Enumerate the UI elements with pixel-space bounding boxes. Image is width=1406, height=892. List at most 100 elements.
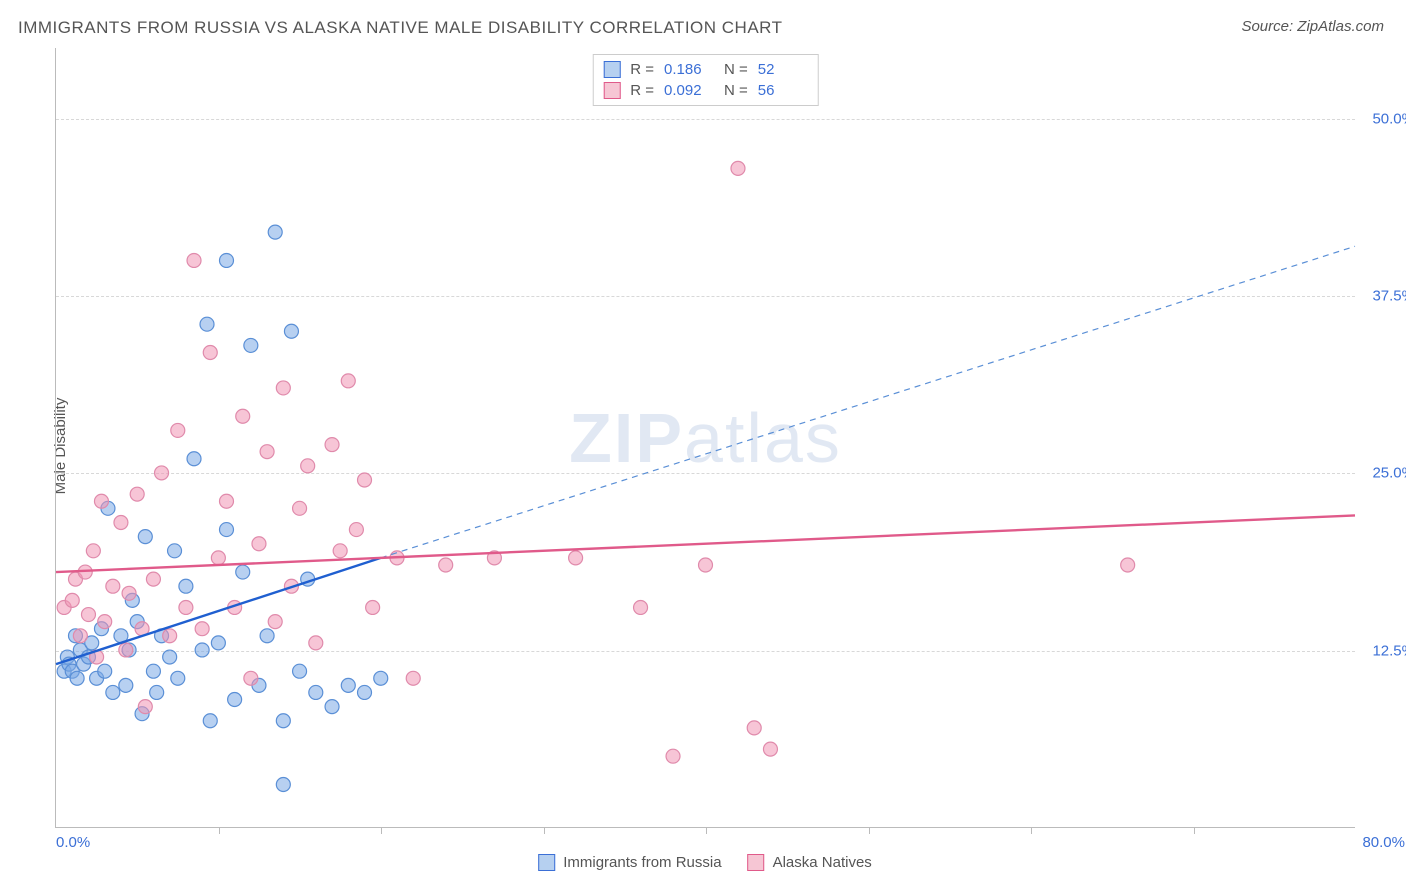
scatter-point bbox=[309, 685, 323, 699]
correlation-legend-row: R =0.186N =52 bbox=[603, 59, 808, 80]
scatter-point bbox=[406, 671, 420, 685]
legend-swatch bbox=[603, 61, 620, 78]
legend-swatch bbox=[748, 854, 765, 871]
x-tick bbox=[381, 827, 382, 834]
scatter-point bbox=[366, 600, 380, 614]
scatter-point bbox=[138, 700, 152, 714]
trend-line-extension bbox=[381, 246, 1355, 558]
scatter-point bbox=[130, 487, 144, 501]
scatter-point bbox=[228, 693, 242, 707]
r-label: R = bbox=[630, 61, 654, 78]
scatter-point bbox=[86, 544, 100, 558]
scatter-point bbox=[122, 586, 136, 600]
scatter-point bbox=[179, 579, 193, 593]
scatter-point bbox=[747, 721, 761, 735]
scatter-point bbox=[341, 374, 355, 388]
scatter-point bbox=[65, 593, 79, 607]
scatter-point bbox=[187, 452, 201, 466]
scatter-point bbox=[439, 558, 453, 572]
r-value: 0.186 bbox=[664, 61, 714, 78]
n-label: N = bbox=[724, 82, 748, 99]
series-legend-item: Immigrants from Russia bbox=[538, 854, 721, 871]
scatter-point bbox=[211, 636, 225, 650]
scatter-point bbox=[333, 544, 347, 558]
correlation-legend-row: R = 0.092 N = 56 bbox=[603, 80, 808, 101]
scatter-point bbox=[666, 749, 680, 763]
y-tick-label: 25.0% bbox=[1372, 465, 1406, 482]
scatter-point bbox=[309, 636, 323, 650]
scatter-point bbox=[119, 643, 133, 657]
scatter-point bbox=[699, 558, 713, 572]
scatter-point bbox=[276, 778, 290, 792]
scatter-point bbox=[219, 494, 233, 508]
scatter-point bbox=[358, 685, 372, 699]
scatter-point bbox=[171, 423, 185, 437]
scatter-point bbox=[195, 643, 209, 657]
correlation-legend: R =0.186N =52R =0.092N =56 bbox=[592, 54, 819, 106]
scatter-point bbox=[260, 629, 274, 643]
scatter-point bbox=[244, 671, 258, 685]
scatter-point bbox=[301, 459, 315, 473]
scatter-point bbox=[81, 608, 95, 622]
scatter-point bbox=[569, 551, 583, 565]
series-legend-label: Immigrants from Russia bbox=[563, 854, 721, 871]
y-tick-label: 37.5% bbox=[1372, 288, 1406, 305]
scatter-point bbox=[146, 572, 160, 586]
scatter-point bbox=[763, 742, 777, 756]
plot-area: ZIPatlas 12.5%25.0%37.5%50.0% R =0.186N … bbox=[55, 48, 1355, 828]
scatter-point bbox=[155, 466, 169, 480]
scatter-point bbox=[358, 473, 372, 487]
scatter-point bbox=[268, 225, 282, 239]
x-tick bbox=[1194, 827, 1195, 834]
scatter-point bbox=[634, 600, 648, 614]
scatter-point bbox=[98, 615, 112, 629]
legend-swatch bbox=[603, 82, 620, 99]
scatter-point bbox=[146, 664, 160, 678]
scatter-point bbox=[284, 324, 298, 338]
scatter-point bbox=[219, 523, 233, 537]
scatter-point bbox=[268, 615, 282, 629]
scatter-point bbox=[73, 629, 87, 643]
series-legend-label: Alaska Natives bbox=[773, 854, 872, 871]
r-value: 0.092 bbox=[664, 82, 714, 99]
y-tick-label: 50.0% bbox=[1372, 110, 1406, 127]
scatter-point bbox=[195, 622, 209, 636]
scatter-point bbox=[211, 551, 225, 565]
scatter-svg bbox=[56, 48, 1355, 827]
scatter-point bbox=[325, 438, 339, 452]
source-attribution: Source: ZipAtlas.com bbox=[1241, 18, 1384, 35]
x-tick bbox=[869, 827, 870, 834]
x-tick bbox=[1031, 827, 1032, 834]
scatter-point bbox=[203, 714, 217, 728]
scatter-point bbox=[325, 700, 339, 714]
scatter-point bbox=[341, 678, 355, 692]
scatter-point bbox=[70, 671, 84, 685]
x-tick-label-max: 80.0% bbox=[1362, 834, 1405, 851]
n-label: N = bbox=[724, 61, 748, 78]
scatter-point bbox=[219, 253, 233, 267]
chart-title: IMMIGRANTS FROM RUSSIA VS ALASKA NATIVE … bbox=[18, 18, 783, 38]
scatter-point bbox=[94, 494, 108, 508]
scatter-point bbox=[138, 530, 152, 544]
r-label: R = bbox=[630, 82, 654, 99]
n-value: 56 bbox=[758, 82, 808, 99]
x-tick bbox=[219, 827, 220, 834]
x-tick-label-min: 0.0% bbox=[56, 834, 90, 851]
scatter-point bbox=[98, 664, 112, 678]
scatter-point bbox=[731, 161, 745, 175]
legend-swatch bbox=[538, 854, 555, 871]
scatter-point bbox=[1121, 558, 1135, 572]
scatter-point bbox=[187, 253, 201, 267]
scatter-point bbox=[252, 537, 266, 551]
scatter-point bbox=[244, 338, 258, 352]
scatter-point bbox=[179, 600, 193, 614]
scatter-point bbox=[293, 501, 307, 515]
scatter-point bbox=[374, 671, 388, 685]
scatter-point bbox=[260, 445, 274, 459]
scatter-point bbox=[163, 629, 177, 643]
scatter-point bbox=[114, 515, 128, 529]
scatter-point bbox=[293, 664, 307, 678]
scatter-point bbox=[203, 346, 217, 360]
scatter-point bbox=[150, 685, 164, 699]
scatter-point bbox=[276, 714, 290, 728]
